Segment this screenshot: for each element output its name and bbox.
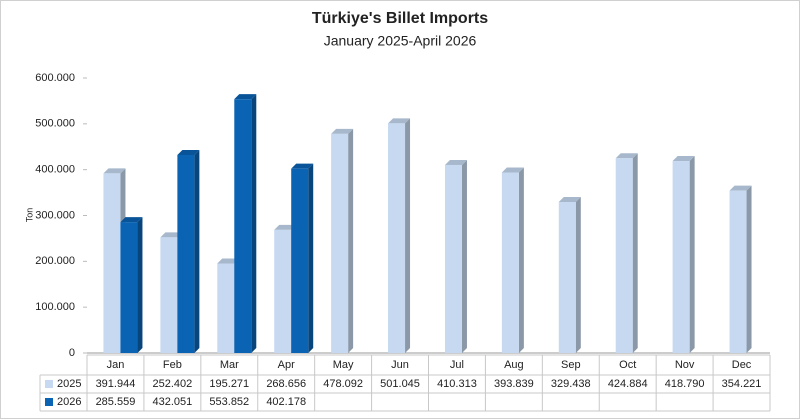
x-tick-label: Jul xyxy=(450,359,464,371)
bar xyxy=(615,158,633,353)
bar-top xyxy=(103,168,126,174)
bar xyxy=(177,154,195,353)
x-tick-label: Jun xyxy=(391,359,409,371)
bar xyxy=(274,229,292,353)
data-label: 501.045 xyxy=(380,378,420,390)
data-label: 424.884 xyxy=(608,378,648,390)
bar xyxy=(444,164,462,353)
legend-swatch xyxy=(45,398,53,406)
bar-top xyxy=(558,197,581,203)
bar-top xyxy=(729,185,752,191)
bar-side xyxy=(518,167,524,353)
data-label: 410.313 xyxy=(437,378,477,390)
bar-side xyxy=(348,128,354,353)
bar-top xyxy=(444,159,467,165)
data-label: 553.852 xyxy=(209,396,249,408)
x-tick-label: Apr xyxy=(278,359,295,371)
bar xyxy=(160,237,178,353)
x-tick-label: Oct xyxy=(619,359,636,371)
y-tick-label: 100.000 xyxy=(35,301,75,313)
y-tick-label: 0 xyxy=(69,347,75,359)
bar-side xyxy=(137,217,143,353)
data-label: 285.559 xyxy=(96,396,136,408)
data-label: 354.221 xyxy=(722,378,762,390)
bar-side xyxy=(746,185,752,353)
chart-subtitle: January 2025-April 2026 xyxy=(324,33,477,49)
bar xyxy=(672,161,690,353)
data-label: 418.790 xyxy=(665,378,705,390)
y-tick-label: 500.000 xyxy=(35,118,75,130)
x-tick-label: Aug xyxy=(504,359,524,371)
bar-top xyxy=(160,232,183,238)
bar-side xyxy=(461,159,467,353)
y-tick-label: 600.000 xyxy=(35,72,75,84)
bar-side xyxy=(689,156,695,353)
x-tick-label: Sep xyxy=(561,359,581,371)
bar xyxy=(558,202,576,353)
data-label: 402.178 xyxy=(266,396,306,408)
bar-top xyxy=(120,217,143,223)
bar xyxy=(729,190,747,353)
x-tick-label: Feb xyxy=(163,359,182,371)
bar xyxy=(217,263,235,353)
bar-top xyxy=(388,118,411,124)
bar xyxy=(120,222,138,353)
legend-label: 2026 xyxy=(57,396,81,408)
bar xyxy=(501,172,519,353)
chart-title: Türkiye's Billet Imports xyxy=(312,10,488,27)
data-label: 329.438 xyxy=(551,378,591,390)
data-label: 268.656 xyxy=(266,378,306,390)
bar-top xyxy=(331,128,354,134)
bar-side xyxy=(575,197,581,353)
bar xyxy=(331,133,349,353)
bar-side xyxy=(308,163,314,353)
bar-top xyxy=(274,224,297,230)
data-label: 195.271 xyxy=(209,378,249,390)
y-tick-label: 200.000 xyxy=(35,255,75,267)
bar-side xyxy=(405,118,411,354)
x-tick-label: Mar xyxy=(220,359,239,371)
bar-top xyxy=(501,167,524,173)
bar-side xyxy=(194,149,200,353)
bar-top xyxy=(615,153,638,159)
x-tick-label: Jan xyxy=(107,359,125,371)
bar xyxy=(291,168,309,353)
x-tick-label: Nov xyxy=(675,359,695,371)
y-tick-label: 300.000 xyxy=(35,209,75,221)
bar-top xyxy=(234,94,257,100)
x-tick-label: May xyxy=(333,359,354,371)
data-label: 393.839 xyxy=(494,378,534,390)
bar-side xyxy=(632,153,638,353)
bar-top xyxy=(672,156,695,162)
y-axis-label: Ton xyxy=(24,208,34,223)
bar-side xyxy=(251,94,257,353)
bar xyxy=(234,99,252,353)
bar-top xyxy=(217,258,240,264)
bar xyxy=(388,123,406,354)
data-label: 252.402 xyxy=(152,378,192,390)
bar-top xyxy=(291,163,314,169)
legend-label: 2025 xyxy=(57,378,81,390)
bar xyxy=(103,173,121,353)
bar-top xyxy=(177,149,200,155)
data-label: 478.092 xyxy=(323,378,363,390)
data-label: 391.944 xyxy=(96,378,136,390)
legend-swatch xyxy=(45,380,53,388)
y-tick-label: 400.000 xyxy=(35,164,75,176)
x-tick-label: Dec xyxy=(732,359,752,371)
data-label: 432.051 xyxy=(152,396,192,408)
